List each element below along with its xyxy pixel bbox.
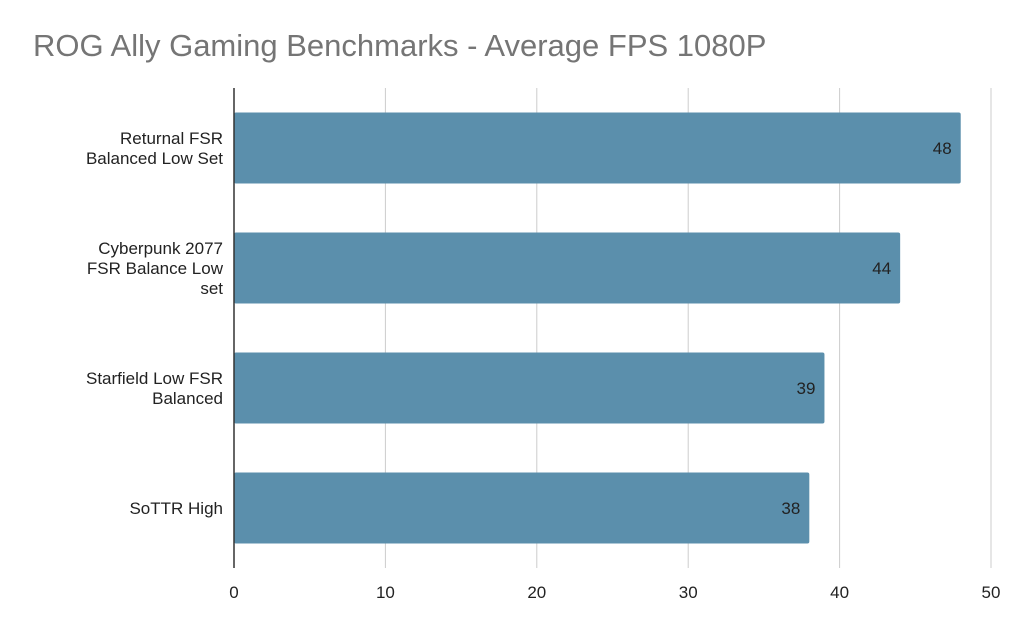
data-label: 39 bbox=[797, 379, 816, 398]
x-tick-label: 50 bbox=[982, 583, 1001, 602]
category-label: Balanced bbox=[152, 389, 223, 408]
category-label: set bbox=[200, 279, 223, 298]
category-label: Cyberpunk 2077 bbox=[98, 239, 223, 258]
x-tick-label: 10 bbox=[376, 583, 395, 602]
bar bbox=[234, 352, 825, 424]
bar bbox=[234, 232, 901, 304]
x-tick-label: 30 bbox=[679, 583, 698, 602]
data-label: 48 bbox=[933, 139, 952, 158]
category-label: Starfield Low FSR bbox=[86, 369, 223, 388]
chart-title: ROG Ally Gaming Benchmarks - Average FPS… bbox=[33, 28, 767, 63]
x-tick-label: 0 bbox=[229, 583, 238, 602]
x-tick-label: 40 bbox=[830, 583, 849, 602]
data-label: 44 bbox=[872, 259, 891, 278]
category-label: Balanced Low Set bbox=[86, 149, 223, 168]
data-label: 38 bbox=[781, 499, 800, 518]
x-tick-label: 20 bbox=[527, 583, 546, 602]
category-label: SoTTR High bbox=[129, 499, 223, 518]
bar bbox=[234, 112, 961, 184]
category-label: Returnal FSR bbox=[120, 129, 223, 148]
bar bbox=[234, 472, 810, 544]
category-label: FSR Balance Low bbox=[87, 259, 224, 278]
